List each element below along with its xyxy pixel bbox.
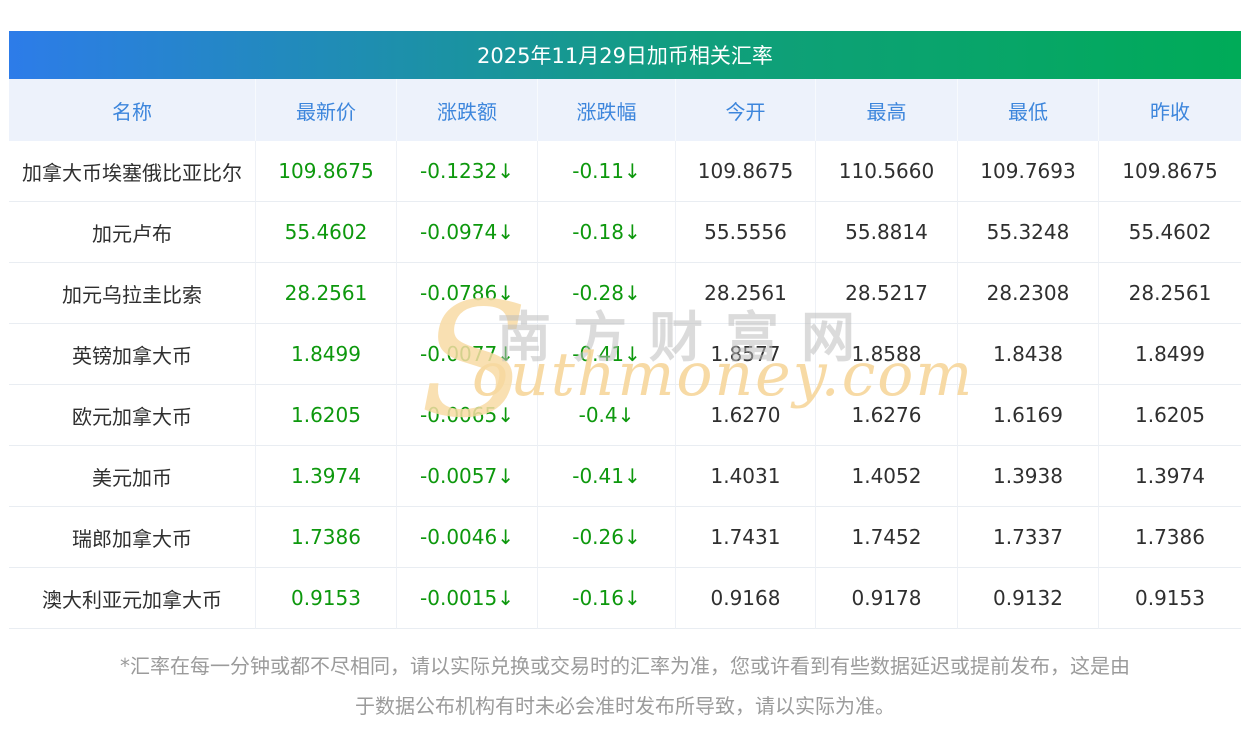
cell-highest: 1.6276 [816, 385, 958, 446]
table-body: 加拿大币埃塞俄比亚比尔 109.8675 -0.1232↓ -0.11↓ 109… [9, 141, 1241, 629]
cell-today-open: 0.9168 [676, 568, 816, 629]
column-header-prev-close: 昨收 [1099, 79, 1241, 141]
cell-prev-close: 109.8675 [1099, 141, 1241, 202]
cell-prev-close: 55.4602 [1099, 202, 1241, 263]
cell-change-percent: -0.41↓ [538, 446, 676, 507]
cell-lowest: 0.9132 [958, 568, 1099, 629]
disclaimer-text: *汇率在每一分钟或都不尽相同，请以实际兑换或交易时的汇率为准，您或许看到有些数据… [9, 646, 1241, 726]
cell-highest: 0.9178 [816, 568, 958, 629]
table-title-bar: 2025年11月29日加币相关汇率 [9, 31, 1241, 79]
cell-today-open: 1.8577 [676, 324, 816, 385]
cell-highest: 28.5217 [816, 263, 958, 324]
disclaimer-line-1: *汇率在每一分钟或都不尽相同，请以实际兑换或交易时的汇率为准，您或许看到有些数据… [120, 654, 1130, 678]
cell-latest-price: 1.6205 [256, 385, 397, 446]
table-row: 欧元加拿大币 1.6205 -0.0065↓ -0.4↓ 1.6270 1.62… [9, 385, 1241, 446]
cell-change-amount: -0.0974↓ [397, 202, 538, 263]
cell-latest-price: 28.2561 [256, 263, 397, 324]
table-row: 加元卢布 55.4602 -0.0974↓ -0.18↓ 55.5556 55.… [9, 202, 1241, 263]
cell-change-percent: -0.26↓ [538, 507, 676, 568]
cell-today-open: 1.7431 [676, 507, 816, 568]
table-row: 澳大利亚元加拿大币 0.9153 -0.0015↓ -0.16↓ 0.9168 … [9, 568, 1241, 629]
cell-currency-name: 加元卢布 [9, 202, 256, 263]
cell-change-amount: -0.0065↓ [397, 385, 538, 446]
cell-currency-name: 加拿大币埃塞俄比亚比尔 [9, 141, 256, 202]
column-header-change-pct: 涨跌幅 [538, 79, 676, 141]
cell-today-open: 1.6270 [676, 385, 816, 446]
cell-prev-close: 1.6205 [1099, 385, 1241, 446]
cell-highest: 1.8588 [816, 324, 958, 385]
cell-change-amount: -0.0015↓ [397, 568, 538, 629]
cell-highest: 110.5660 [816, 141, 958, 202]
cell-prev-close: 0.9153 [1099, 568, 1241, 629]
cell-today-open: 55.5556 [676, 202, 816, 263]
cell-change-amount: -0.1232↓ [397, 141, 538, 202]
cell-prev-close: 28.2561 [1099, 263, 1241, 324]
cell-currency-name: 欧元加拿大币 [9, 385, 256, 446]
cell-currency-name: 加元乌拉圭比索 [9, 263, 256, 324]
cell-latest-price: 0.9153 [256, 568, 397, 629]
cell-lowest: 1.7337 [958, 507, 1099, 568]
column-header-low: 最低 [958, 79, 1099, 141]
cell-currency-name: 美元加币 [9, 446, 256, 507]
cell-latest-price: 109.8675 [256, 141, 397, 202]
cell-currency-name: 瑞郎加拿大币 [9, 507, 256, 568]
cell-lowest: 1.3938 [958, 446, 1099, 507]
cell-lowest: 55.3248 [958, 202, 1099, 263]
cell-lowest: 109.7693 [958, 141, 1099, 202]
cell-highest: 55.8814 [816, 202, 958, 263]
cell-latest-price: 1.3974 [256, 446, 397, 507]
cell-change-amount: -0.0057↓ [397, 446, 538, 507]
cell-latest-price: 1.8499 [256, 324, 397, 385]
column-header-high: 最高 [816, 79, 958, 141]
cell-change-percent: -0.11↓ [538, 141, 676, 202]
table-row: 英镑加拿大币 1.8499 -0.0077↓ -0.41↓ 1.8577 1.8… [9, 324, 1241, 385]
cell-lowest: 1.6169 [958, 385, 1099, 446]
cell-today-open: 1.4031 [676, 446, 816, 507]
cell-change-percent: -0.41↓ [538, 324, 676, 385]
table-row: 美元加币 1.3974 -0.0057↓ -0.41↓ 1.4031 1.405… [9, 446, 1241, 507]
page-title: 2025年11月29日加币相关汇率 [477, 44, 773, 68]
table-row: 瑞郎加拿大币 1.7386 -0.0046↓ -0.26↓ 1.7431 1.7… [9, 507, 1241, 568]
cell-prev-close: 1.7386 [1099, 507, 1241, 568]
cell-change-percent: -0.4↓ [538, 385, 676, 446]
cell-today-open: 28.2561 [676, 263, 816, 324]
cell-change-percent: -0.16↓ [538, 568, 676, 629]
column-header-name: 名称 [9, 79, 256, 141]
cell-lowest: 1.8438 [958, 324, 1099, 385]
cell-prev-close: 1.8499 [1099, 324, 1241, 385]
column-header-change: 涨跌额 [397, 79, 538, 141]
cell-latest-price: 55.4602 [256, 202, 397, 263]
table-header-row: 名称 最新价 涨跌额 涨跌幅 今开 最高 最低 昨收 [9, 79, 1241, 141]
table-row: 加元乌拉圭比索 28.2561 -0.0786↓ -0.28↓ 28.2561 … [9, 263, 1241, 324]
cell-highest: 1.4052 [816, 446, 958, 507]
cell-lowest: 28.2308 [958, 263, 1099, 324]
cell-change-percent: -0.18↓ [538, 202, 676, 263]
column-header-open: 今开 [676, 79, 816, 141]
cell-highest: 1.7452 [816, 507, 958, 568]
table-row: 加拿大币埃塞俄比亚比尔 109.8675 -0.1232↓ -0.11↓ 109… [9, 141, 1241, 202]
cell-prev-close: 1.3974 [1099, 446, 1241, 507]
cell-currency-name: 澳大利亚元加拿大币 [9, 568, 256, 629]
cell-currency-name: 英镑加拿大币 [9, 324, 256, 385]
cell-change-amount: -0.0046↓ [397, 507, 538, 568]
cell-change-amount: -0.0077↓ [397, 324, 538, 385]
cell-change-amount: -0.0786↓ [397, 263, 538, 324]
disclaimer-line-2: 于数据公布机构有时未必会准时发布所导致，请以实际为准。 [355, 694, 895, 718]
cell-change-percent: -0.28↓ [538, 263, 676, 324]
column-header-latest: 最新价 [256, 79, 397, 141]
cell-latest-price: 1.7386 [256, 507, 397, 568]
cell-today-open: 109.8675 [676, 141, 816, 202]
